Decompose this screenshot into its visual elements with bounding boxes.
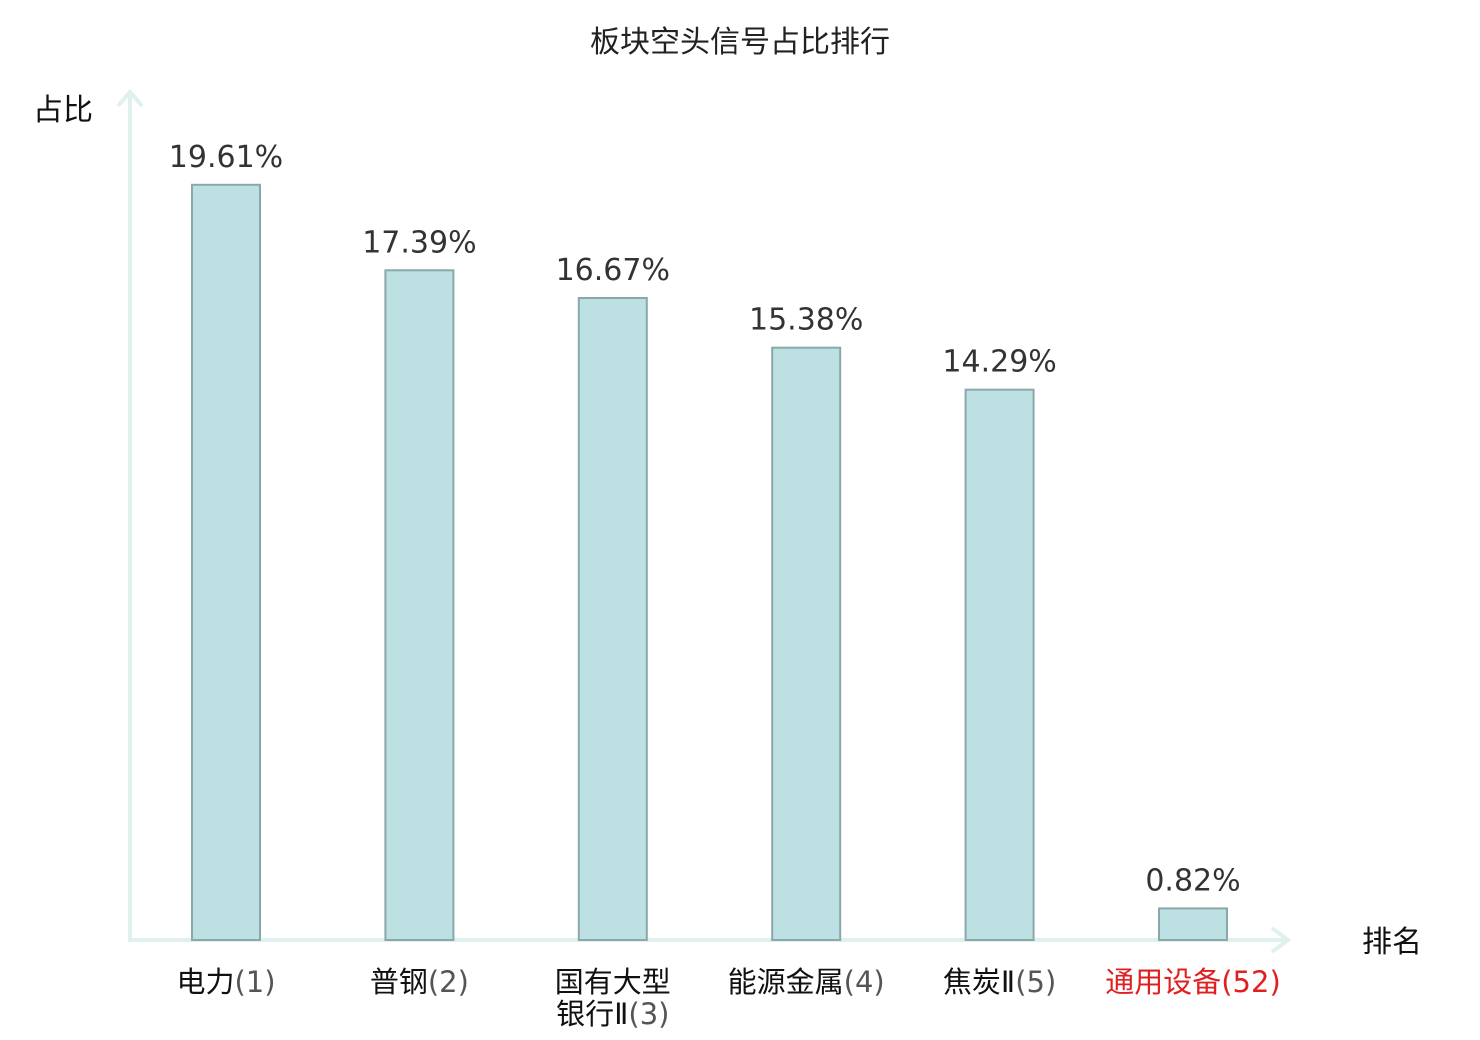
x-tick-labels-group: 电力(1) 普钢(2) 国有大型银行Ⅱ(3) 能源金属(4) 焦炭Ⅱ(5) 通用设备(52…: [176, 965, 1280, 1031]
x-tick-label-2: 普钢(2): [370, 965, 469, 999]
value-label-5: 14.29%: [942, 345, 1056, 380]
bar-6: [1158, 907, 1228, 942]
value-label-6: 0.82%: [1145, 863, 1240, 898]
x-axis-label: 排名: [1362, 925, 1422, 960]
value-label-1: 19.61%: [169, 140, 283, 175]
x-tick-label-4: 能源金属(4): [728, 965, 885, 999]
value-labels-group: 19.61% 17.39% 16.67% 15.38% 14.29% 0.82%: [169, 140, 1241, 899]
x-tick-label-1: 电力(1): [176, 965, 275, 999]
value-label-3: 16.67%: [556, 253, 670, 288]
x-tick-label-5: 焦炭Ⅱ(5): [943, 965, 1056, 999]
bar-2: [384, 269, 455, 941]
chart-title: 板块空头信号占比排行: [590, 25, 890, 60]
y-axis-label: 占比: [33, 93, 93, 128]
x-tick-label-3: 国有大型银行Ⅱ(3): [555, 965, 671, 1031]
bar-3: [577, 297, 648, 941]
y-axis: [116, 88, 144, 940]
bar-1: [191, 183, 261, 941]
value-label-4: 15.38%: [749, 303, 863, 338]
bars-group: [191, 183, 1228, 942]
x-tick-label-6: 通用设备(52): [1105, 965, 1281, 999]
x-axis: [128, 926, 1292, 954]
bar-4: [771, 346, 842, 941]
value-label-2: 17.39%: [362, 225, 476, 260]
bar-5: [964, 388, 1035, 941]
